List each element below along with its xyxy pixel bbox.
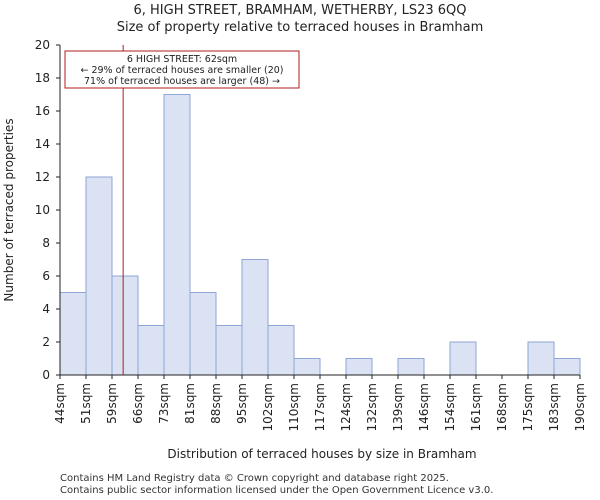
x-tick-label: 154sqm bbox=[443, 383, 457, 431]
x-tick-label: 190sqm bbox=[573, 383, 587, 431]
bar bbox=[345, 358, 373, 376]
x-tick-label: 110sqm bbox=[287, 383, 301, 431]
x-tick-label: 175sqm bbox=[521, 383, 535, 431]
x-tick-label: 95sqm bbox=[235, 383, 249, 424]
annotation-line: 71% of terraced houses are larger (48) → bbox=[84, 76, 280, 87]
x-tick-label: 73sqm bbox=[157, 383, 171, 424]
bar bbox=[111, 275, 139, 376]
x-tick-label: 81sqm bbox=[183, 383, 197, 424]
bar bbox=[85, 176, 113, 376]
x-tick-label: 66sqm bbox=[131, 383, 145, 424]
y-tick-label: 2 bbox=[42, 335, 50, 349]
y-tick-label: 6 bbox=[42, 269, 50, 283]
y-tick-label: 4 bbox=[42, 302, 50, 316]
annotation-box bbox=[64, 50, 300, 89]
y-tick-label: 8 bbox=[42, 236, 50, 250]
bar bbox=[241, 259, 269, 376]
bar bbox=[449, 341, 477, 376]
bar bbox=[59, 292, 87, 376]
x-tick-label: 59sqm bbox=[105, 383, 119, 424]
y-tick-label: 0 bbox=[42, 368, 50, 382]
y-tick-label: 16 bbox=[35, 104, 50, 118]
x-tick-label: 168sqm bbox=[495, 383, 509, 431]
x-tick-label: 139sqm bbox=[391, 383, 405, 431]
bar bbox=[397, 358, 425, 376]
bar bbox=[267, 325, 295, 376]
y-tick-label: 10 bbox=[35, 203, 50, 217]
x-tick-label: 124sqm bbox=[339, 383, 353, 431]
chart-title: 6, HIGH STREET, BRAMHAM, WETHERBY, LS23 … bbox=[133, 3, 467, 18]
x-axis-label: Distribution of terraced houses by size … bbox=[167, 447, 476, 461]
bar bbox=[527, 341, 555, 376]
y-tick-label: 20 bbox=[35, 38, 50, 52]
x-tick-label: 146sqm bbox=[417, 383, 431, 431]
footer-line-1: Contains HM Land Registry data © Crown c… bbox=[60, 473, 449, 484]
x-tick-label: 117sqm bbox=[313, 383, 327, 431]
x-tick-label: 132sqm bbox=[365, 383, 379, 431]
bar bbox=[189, 292, 217, 376]
bar bbox=[293, 358, 321, 376]
annotation-line: 6 HIGH STREET: 62sqm bbox=[127, 54, 237, 65]
chart-subtitle: Size of property relative to terraced ho… bbox=[116, 20, 484, 35]
x-tick-label: 183sqm bbox=[547, 383, 561, 431]
footer-line-2: Contains public sector information licen… bbox=[60, 485, 494, 496]
x-tick-label: 161sqm bbox=[469, 383, 483, 431]
bar bbox=[553, 358, 581, 376]
y-tick-label: 18 bbox=[35, 71, 50, 85]
marker-layer: 6 HIGH STREET: 62sqm← 29% of terraced ho… bbox=[64, 45, 300, 375]
x-tick-label: 102sqm bbox=[261, 383, 275, 431]
x-tick-label: 44sqm bbox=[53, 383, 67, 424]
bars-layer bbox=[59, 94, 581, 376]
bar bbox=[137, 325, 165, 376]
y-axis-label: Number of terraced properties bbox=[2, 118, 16, 301]
y-tick-label: 14 bbox=[35, 137, 50, 151]
axes-layer: 0 2 4 6 8 10 12 14 16 18 20 44sqm 51sqm 59sqm 66sqm 73s… bbox=[35, 38, 587, 431]
annotation-line: ← 29% of terraced houses are smaller (20… bbox=[80, 65, 283, 76]
bar bbox=[163, 94, 191, 376]
bar bbox=[215, 325, 243, 376]
y-tick-label: 12 bbox=[35, 170, 50, 184]
x-tick-label: 88sqm bbox=[209, 383, 223, 424]
x-tick-label: 51sqm bbox=[79, 383, 93, 424]
